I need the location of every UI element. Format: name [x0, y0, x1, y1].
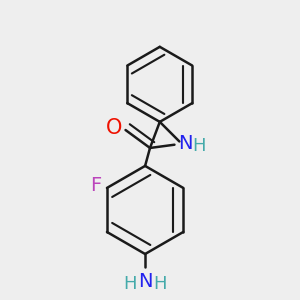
- Text: H: H: [153, 274, 167, 292]
- Text: N: N: [138, 272, 152, 291]
- Text: F: F: [90, 176, 101, 195]
- Text: H: H: [123, 274, 137, 292]
- Text: O: O: [106, 118, 122, 138]
- Text: N: N: [178, 134, 192, 153]
- Text: H: H: [192, 137, 206, 155]
